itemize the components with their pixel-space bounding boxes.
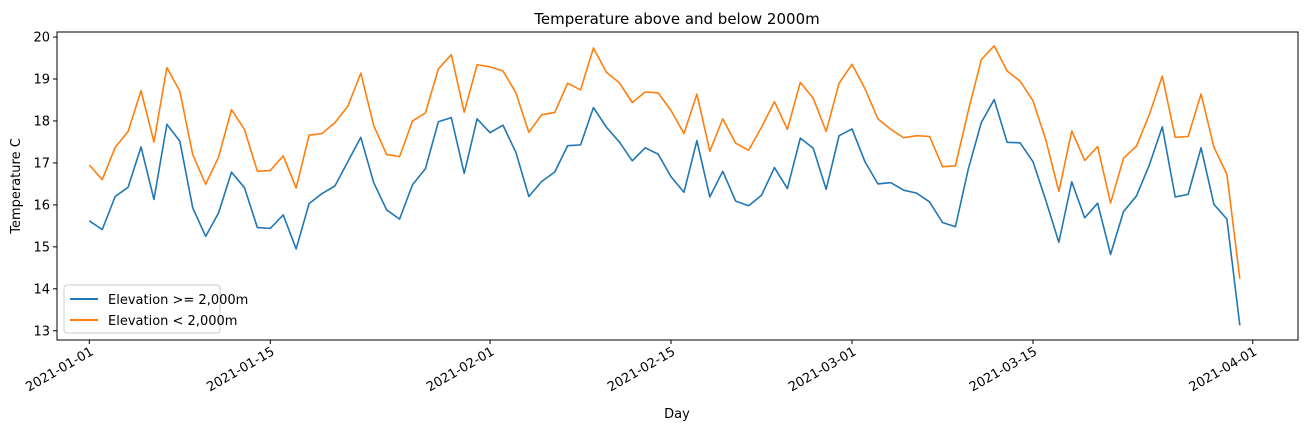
chart-title: Temperature above and below 2000m <box>533 10 819 28</box>
series-line-0 <box>88 98 1241 326</box>
y-tick-label: 16 <box>33 198 50 213</box>
y-tick-label: 13 <box>33 324 50 339</box>
legend-label-above: Elevation >= 2,000m <box>108 293 248 308</box>
x-tick-label: 2021-04-01 <box>1187 344 1260 395</box>
x-tick-label: 2021-03-01 <box>786 344 859 395</box>
y-tick-label: 20 <box>33 31 50 46</box>
y-tick-label: 18 <box>33 114 50 129</box>
x-tick-label: 2021-03-15 <box>967 344 1040 395</box>
series-layer <box>88 45 1241 326</box>
x-tick-label: 2021-01-01 <box>23 344 96 395</box>
legend-box <box>63 284 221 334</box>
x-tick-label: 2021-02-01 <box>424 344 497 395</box>
y-tick-label: 15 <box>33 240 50 255</box>
y-tick-label: 19 <box>33 72 50 87</box>
y-axis-label: Temperature C <box>9 138 24 235</box>
x-tick-label: 2021-01-15 <box>204 344 277 395</box>
y-axis-ticks: 13 14 15 16 17 18 19 20 <box>33 31 57 339</box>
y-tick-label: 14 <box>33 282 50 297</box>
legend-label-below: Elevation < 2,000m <box>108 314 237 329</box>
x-tick-label: 2021-02-15 <box>605 344 678 395</box>
legend: Elevation >= 2,000m Elevation < 2,000m <box>63 284 248 334</box>
x-axis-ticks: 2021-01-01 2021-01-15 2021-02-01 2021-02-15… <box>23 340 1260 395</box>
x-axis-label: Day <box>664 407 690 422</box>
plot-frame <box>56 31 1299 341</box>
y-tick-label: 17 <box>33 156 50 171</box>
series-line-1 <box>88 45 1241 279</box>
